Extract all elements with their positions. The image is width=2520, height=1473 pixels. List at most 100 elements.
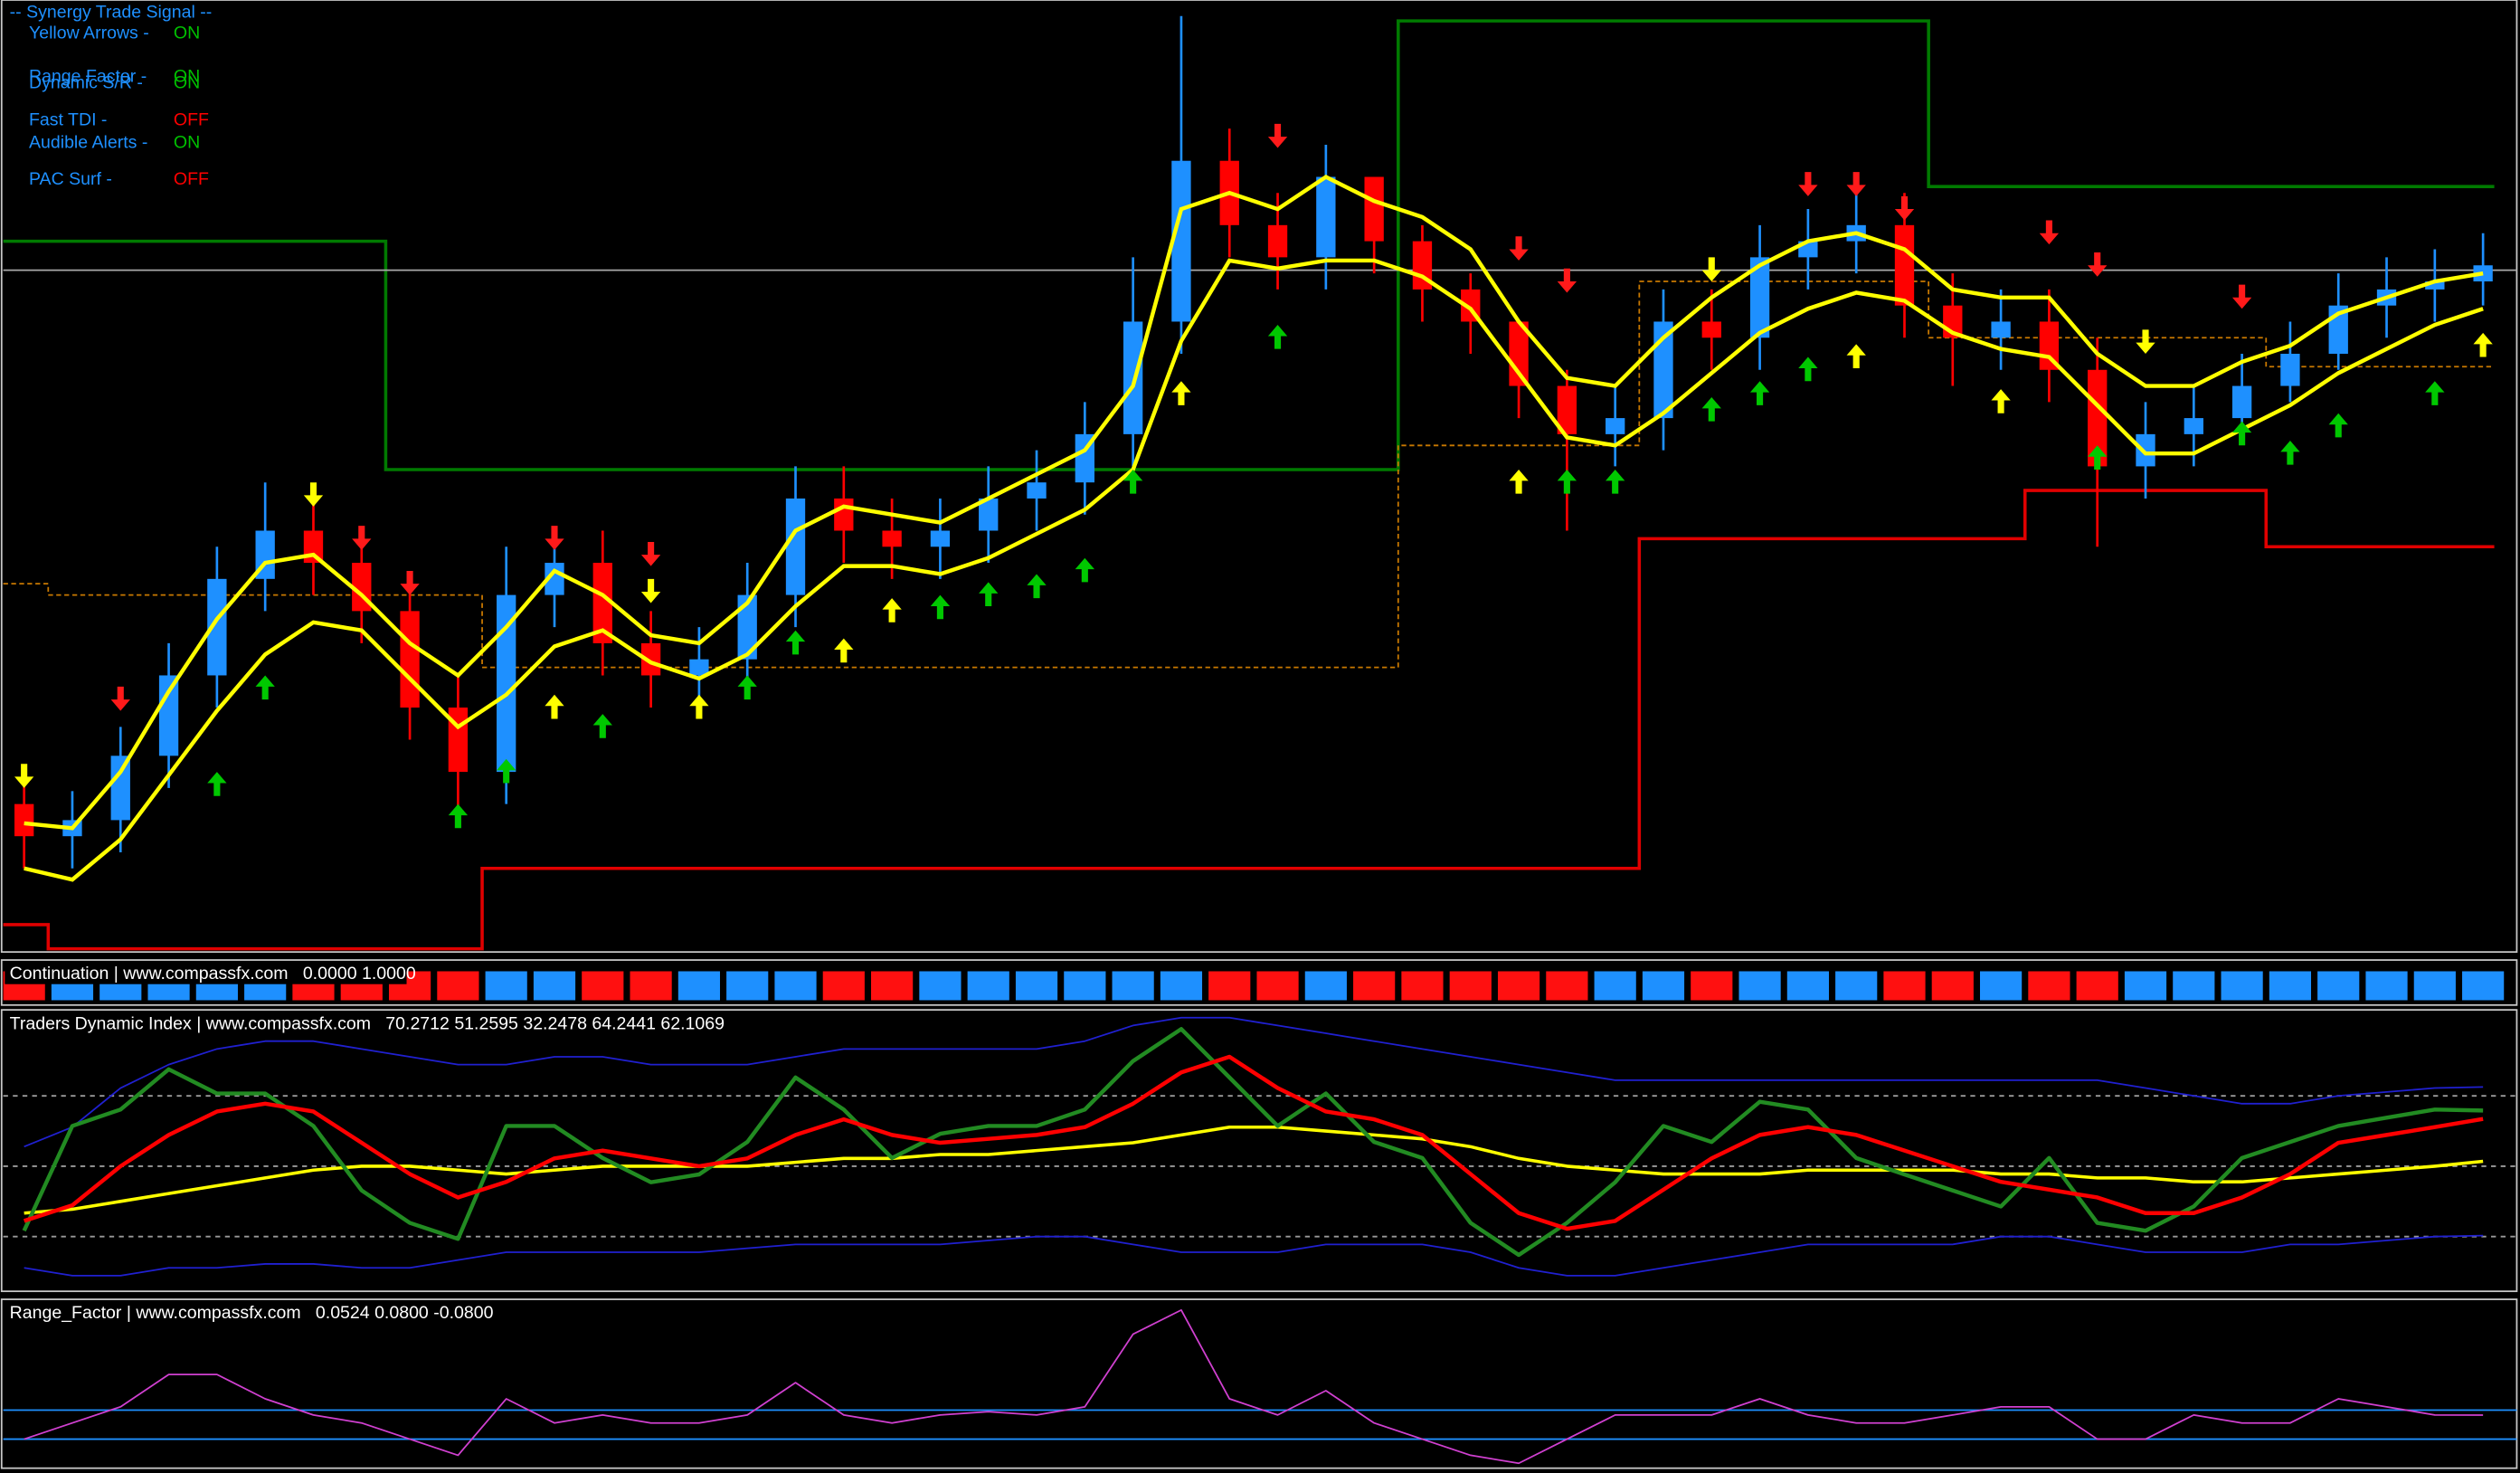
candle bbox=[1316, 144, 1336, 290]
candle-body bbox=[545, 563, 564, 595]
panel-title: Continuation | www.compassfx.com 0.0000 … bbox=[10, 964, 416, 984]
candle-body bbox=[2184, 418, 2203, 434]
candle-body bbox=[207, 578, 227, 676]
signal-arrow bbox=[2425, 381, 2445, 405]
indicator-line bbox=[24, 1125, 2484, 1215]
continuation-bar bbox=[533, 971, 576, 1001]
signal-arrow bbox=[834, 638, 854, 663]
signal-arrow bbox=[1798, 356, 1818, 382]
candle-body bbox=[2425, 281, 2445, 290]
signal-arrow bbox=[352, 526, 372, 550]
candle-body bbox=[1894, 224, 1915, 306]
signal-arrow bbox=[2088, 252, 2108, 277]
signal-arrow bbox=[545, 694, 564, 719]
legend-state: OFF bbox=[174, 169, 209, 189]
continuation-bar bbox=[2173, 971, 2215, 1001]
candle-body bbox=[1749, 257, 1770, 338]
continuation-bar bbox=[967, 971, 1009, 1001]
candle bbox=[110, 727, 130, 852]
indicator-line bbox=[22, 1027, 2484, 1258]
candle bbox=[2088, 337, 2108, 547]
legend-label: Audible Alerts - bbox=[29, 132, 147, 152]
legend-title: -- Synergy Trade Signal -- bbox=[10, 2, 213, 22]
candle bbox=[785, 466, 806, 628]
candle bbox=[1364, 176, 1384, 274]
signal-arrow bbox=[1701, 257, 1721, 282]
signal-arrow bbox=[2280, 440, 2300, 465]
signal-arrow bbox=[1557, 469, 1577, 494]
continuation-bar bbox=[726, 971, 769, 1001]
continuation-bar bbox=[1691, 971, 1733, 1001]
candle-body bbox=[400, 611, 420, 708]
candle bbox=[592, 530, 612, 676]
candle bbox=[1606, 385, 1625, 467]
legend-state: ON bbox=[174, 132, 200, 152]
candle-body bbox=[834, 498, 854, 531]
legend-state: ON bbox=[174, 73, 200, 93]
continuation-bar bbox=[1401, 971, 1444, 1001]
continuation-bar bbox=[919, 971, 962, 1001]
candle-body bbox=[1123, 321, 1143, 434]
continuation-bar bbox=[871, 971, 914, 1001]
signal-arrow bbox=[737, 675, 757, 700]
signal-arrow bbox=[689, 694, 709, 719]
continuation-bar bbox=[2365, 971, 2408, 1001]
continuation-bar bbox=[677, 971, 720, 1001]
candle-body bbox=[2280, 354, 2300, 386]
signal-arrow bbox=[1749, 381, 1770, 405]
signal-arrow bbox=[1509, 469, 1529, 494]
panel-frame bbox=[0, 1009, 2518, 1293]
signal-arrow bbox=[979, 582, 999, 607]
candle-body bbox=[1557, 385, 1577, 434]
signal-arrow bbox=[207, 772, 227, 796]
candle-body bbox=[1653, 321, 1673, 419]
candle bbox=[1557, 369, 1577, 531]
candle-body bbox=[2136, 433, 2155, 467]
continuation-bar bbox=[1064, 971, 1106, 1001]
candle bbox=[2231, 354, 2252, 434]
title-backdrop bbox=[5, 963, 407, 984]
candle-body bbox=[1316, 176, 1336, 258]
legend-state: ON bbox=[174, 23, 200, 43]
legend-label: Yellow Arrows - bbox=[29, 23, 149, 43]
signal-arrow bbox=[785, 630, 806, 655]
signal-arrow bbox=[14, 764, 34, 788]
continuation-bar bbox=[485, 971, 527, 1001]
continuation-bar bbox=[2221, 971, 2263, 1001]
signal-arrow bbox=[497, 758, 516, 784]
pac-band bbox=[24, 174, 2484, 831]
signal-arrow bbox=[1171, 381, 1191, 405]
candle bbox=[1123, 257, 1143, 467]
signal-arrow bbox=[110, 686, 130, 711]
signal-arrow bbox=[2088, 445, 2108, 470]
signal-arrow bbox=[2039, 220, 2060, 245]
signal-arrow bbox=[930, 594, 951, 620]
candle-body bbox=[1701, 321, 1721, 338]
signal-arrow bbox=[1123, 469, 1143, 494]
signal-arrow bbox=[1267, 123, 1288, 148]
signal-arrow bbox=[1509, 236, 1529, 261]
signal-arrow bbox=[1798, 172, 1818, 196]
candle bbox=[979, 466, 999, 564]
indicator-line bbox=[24, 1234, 2484, 1277]
candle-body bbox=[1267, 224, 1288, 258]
signal-arrow bbox=[545, 526, 564, 550]
candle-body bbox=[2231, 385, 2252, 419]
signal-arrow bbox=[640, 541, 661, 566]
candle bbox=[1991, 289, 2011, 370]
indicator-line bbox=[24, 1016, 2484, 1148]
signal-arrow bbox=[255, 675, 275, 700]
signal-arrow bbox=[640, 578, 661, 603]
signal-arrow bbox=[303, 482, 324, 507]
candle-body bbox=[2088, 369, 2108, 467]
candle bbox=[158, 642, 179, 788]
signal-arrow bbox=[1991, 389, 2011, 413]
candle bbox=[1171, 15, 1191, 355]
signal-arrow bbox=[592, 714, 612, 738]
candle-body bbox=[1991, 321, 2011, 338]
continuation-bar bbox=[1883, 971, 1926, 1001]
signal-arrow bbox=[882, 598, 902, 622]
continuation-bar bbox=[1353, 971, 1396, 1001]
